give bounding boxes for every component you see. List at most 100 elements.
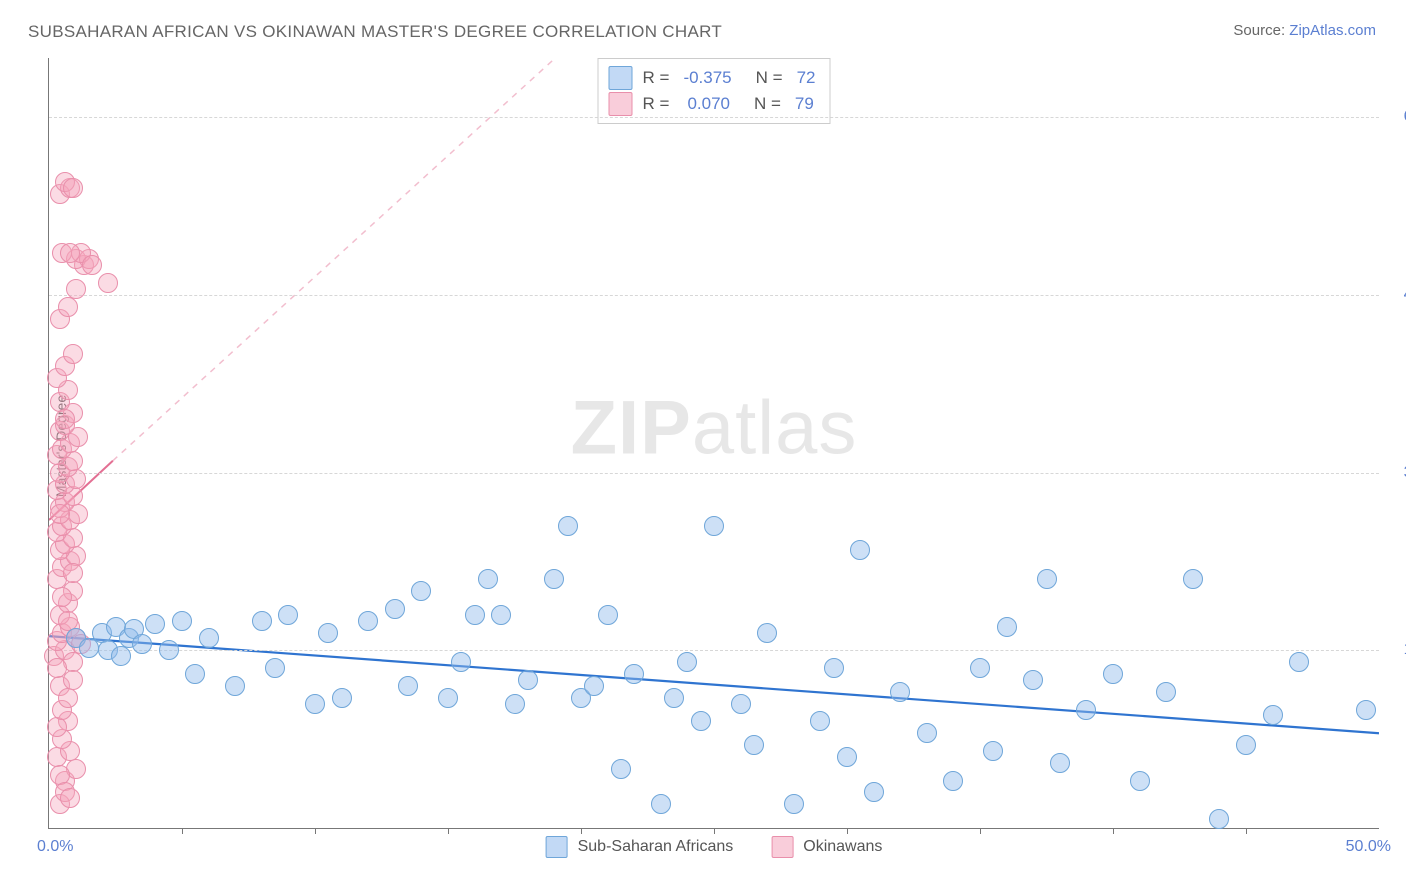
data-point-blue bbox=[983, 741, 1003, 761]
data-point-pink bbox=[58, 688, 78, 708]
data-point-blue bbox=[731, 694, 751, 714]
r-value-pink: 0.070 bbox=[687, 91, 730, 117]
y-tick-label: 15.0% bbox=[1389, 641, 1406, 659]
data-point-blue bbox=[584, 676, 604, 696]
trend-lines bbox=[49, 58, 1379, 828]
data-point-blue bbox=[332, 688, 352, 708]
data-point-pink bbox=[63, 344, 83, 364]
stats-row-pink: R = 0.070 N = 79 bbox=[609, 91, 816, 117]
legend-swatch-pink-icon bbox=[771, 836, 793, 858]
data-point-blue bbox=[824, 658, 844, 678]
data-point-blue bbox=[1289, 652, 1309, 672]
source-prefix: Source: bbox=[1233, 22, 1289, 39]
n-label: N = bbox=[756, 65, 783, 91]
x-tick bbox=[182, 828, 183, 834]
data-point-blue bbox=[890, 682, 910, 702]
data-point-blue bbox=[784, 794, 804, 814]
source-link[interactable]: ZipAtlas.com bbox=[1289, 22, 1376, 39]
data-point-blue bbox=[1037, 569, 1057, 589]
swatch-pink-icon bbox=[609, 92, 633, 116]
data-point-blue bbox=[611, 759, 631, 779]
gridline bbox=[49, 295, 1379, 296]
data-point-blue bbox=[132, 634, 152, 654]
data-point-blue bbox=[704, 516, 724, 536]
data-point-blue bbox=[1103, 664, 1123, 684]
x-tick bbox=[980, 828, 981, 834]
data-point-blue bbox=[1050, 753, 1070, 773]
x-tick bbox=[847, 828, 848, 834]
data-point-blue bbox=[757, 623, 777, 643]
data-point-blue bbox=[1023, 670, 1043, 690]
chart-title: SUBSAHARAN AFRICAN VS OKINAWAN MASTER'S … bbox=[28, 22, 722, 42]
data-point-blue bbox=[145, 614, 165, 634]
data-point-blue bbox=[398, 676, 418, 696]
data-point-pink bbox=[47, 717, 67, 737]
r-label: R = bbox=[643, 65, 670, 91]
data-point-blue bbox=[997, 617, 1017, 637]
data-point-pink bbox=[63, 563, 83, 583]
data-point-pink bbox=[55, 409, 75, 429]
data-point-blue bbox=[518, 670, 538, 690]
data-point-blue bbox=[970, 658, 990, 678]
y-tick-label: 45.0% bbox=[1389, 286, 1406, 304]
data-point-blue bbox=[544, 569, 564, 589]
data-point-blue bbox=[1236, 735, 1256, 755]
data-point-blue bbox=[172, 611, 192, 631]
data-point-blue bbox=[159, 640, 179, 660]
data-point-blue bbox=[265, 658, 285, 678]
data-point-blue bbox=[624, 664, 644, 684]
data-point-blue bbox=[1183, 569, 1203, 589]
data-point-pink bbox=[63, 670, 83, 690]
data-point-blue bbox=[850, 540, 870, 560]
x-tick bbox=[581, 828, 582, 834]
x-tick bbox=[1246, 828, 1247, 834]
x-tick bbox=[315, 828, 316, 834]
gridline bbox=[49, 473, 1379, 474]
data-point-pink bbox=[82, 255, 102, 275]
legend-swatch-blue-icon bbox=[546, 836, 568, 858]
data-point-blue bbox=[1263, 705, 1283, 725]
bottom-legend: Sub-Saharan Africans Okinawans bbox=[546, 836, 883, 858]
data-point-blue bbox=[225, 676, 245, 696]
legend-label-pink: Okinawans bbox=[803, 838, 882, 856]
r-value-blue: -0.375 bbox=[683, 65, 731, 91]
legend-label-blue: Sub-Saharan Africans bbox=[578, 838, 734, 856]
watermark: ZIPatlas bbox=[571, 384, 858, 471]
data-point-pink bbox=[60, 243, 80, 263]
data-point-blue bbox=[318, 623, 338, 643]
gridline bbox=[49, 117, 1379, 118]
data-point-blue bbox=[451, 652, 471, 672]
n-label: N = bbox=[754, 91, 781, 117]
data-point-pink bbox=[63, 178, 83, 198]
data-point-pink bbox=[58, 297, 78, 317]
data-point-blue bbox=[1076, 700, 1096, 720]
data-point-pink bbox=[60, 788, 80, 808]
data-point-blue bbox=[385, 599, 405, 619]
y-tick-label: 60.0% bbox=[1389, 108, 1406, 126]
data-point-blue bbox=[664, 688, 684, 708]
stats-legend: R = -0.375 N = 72 R = 0.070 N = 79 bbox=[598, 58, 831, 124]
data-point-blue bbox=[691, 711, 711, 731]
r-label: R = bbox=[643, 91, 670, 117]
data-point-blue bbox=[837, 747, 857, 767]
data-point-blue bbox=[943, 771, 963, 791]
data-point-blue bbox=[491, 605, 511, 625]
data-point-pink bbox=[98, 273, 118, 293]
plot-area: ZIPatlas R = -0.375 N = 72 R = 0.070 N =… bbox=[48, 58, 1379, 829]
data-point-blue bbox=[465, 605, 485, 625]
data-point-pink bbox=[66, 279, 86, 299]
data-point-blue bbox=[1356, 700, 1376, 720]
watermark-rest: atlas bbox=[692, 385, 858, 470]
data-point-blue bbox=[478, 569, 498, 589]
swatch-blue-icon bbox=[609, 66, 633, 90]
data-point-blue bbox=[438, 688, 458, 708]
data-point-blue bbox=[677, 652, 697, 672]
data-point-blue bbox=[185, 664, 205, 684]
data-point-blue bbox=[358, 611, 378, 631]
x-tick bbox=[448, 828, 449, 834]
x-tick-min: 0.0% bbox=[37, 838, 73, 856]
data-point-blue bbox=[411, 581, 431, 601]
data-point-blue bbox=[598, 605, 618, 625]
y-tick-label: 30.0% bbox=[1389, 464, 1406, 482]
n-value-blue: 72 bbox=[797, 65, 816, 91]
